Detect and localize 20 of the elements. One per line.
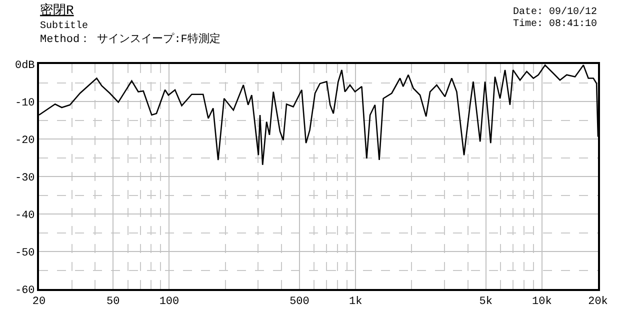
y-tick-label: 0dB <box>14 60 36 72</box>
text: Method： サインスイープ:F特測定 <box>40 32 220 46</box>
text: Date: 09/10/12 <box>513 6 598 18</box>
x-tick-label: 10k <box>532 296 552 308</box>
x-tick-label: 5k <box>479 296 493 308</box>
x-tick-label: 1k <box>348 296 363 308</box>
y-tick-label: -30 <box>14 172 35 184</box>
chart-title: 密閉R <box>40 2 74 18</box>
x-tick-label: 100 <box>159 296 180 308</box>
y-tick-label: -40 <box>14 210 35 222</box>
y-tick-label: -50 <box>14 247 35 260</box>
x-tick-label: 50 <box>106 296 120 308</box>
y-tick-label: -10 <box>14 97 35 110</box>
x-tick-label: 20k <box>588 296 608 308</box>
y-tick-label: -60 <box>14 284 35 297</box>
chart-subtitle: Subtitle <box>40 20 88 32</box>
x-tick-label: 20 <box>32 296 46 308</box>
text: Time: 08:41:10 <box>513 18 598 30</box>
y-tick-label: -20 <box>14 134 35 147</box>
x-tick-label: 500 <box>290 296 310 308</box>
